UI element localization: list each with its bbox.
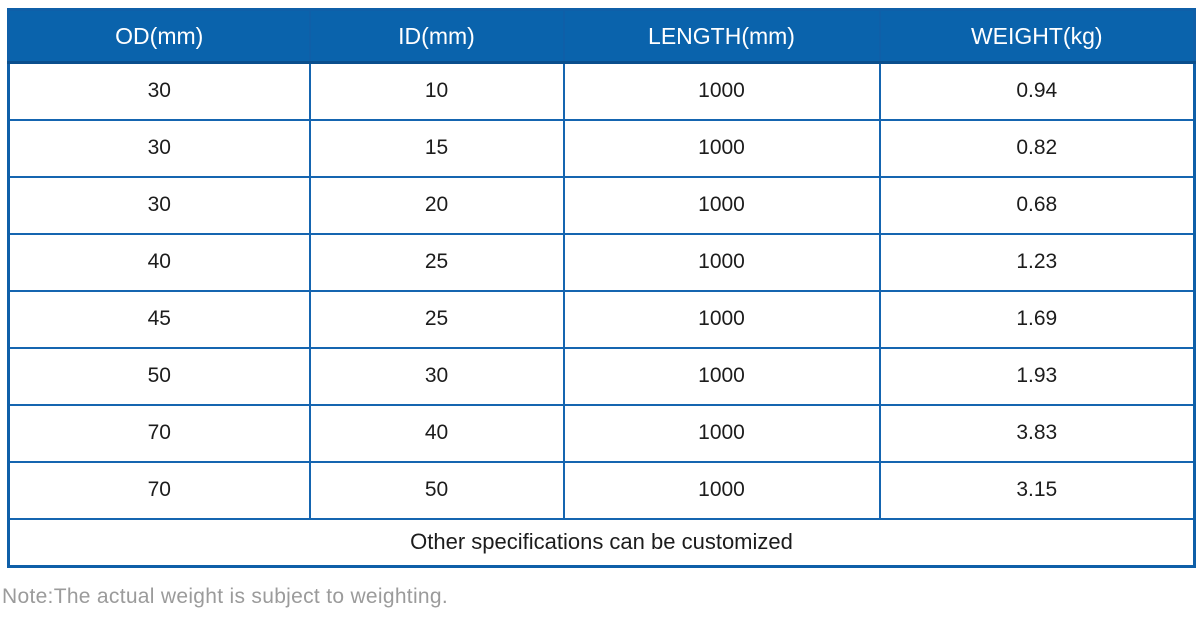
column-header-weight: WEIGHT(kg) bbox=[878, 8, 1196, 64]
table-cell: 40 bbox=[308, 403, 565, 463]
table-footer-row: Other specifications can be customized bbox=[7, 517, 1196, 568]
table-cell: 40 bbox=[7, 232, 311, 292]
weight-disclaimer-note: Note:The actual weight is subject to wei… bbox=[2, 585, 449, 608]
table-cell: 1.69 bbox=[878, 289, 1196, 349]
table-cell: 1000 bbox=[562, 460, 881, 520]
table-cell: 25 bbox=[308, 232, 565, 292]
table-cell: 0.68 bbox=[878, 175, 1196, 235]
table-cell: 1.23 bbox=[878, 232, 1196, 292]
table-cell: 15 bbox=[308, 118, 565, 178]
table-cell: 1.93 bbox=[878, 346, 1196, 406]
table-cell: 3.83 bbox=[878, 403, 1196, 463]
table-cell: 50 bbox=[7, 346, 311, 406]
table-cell: 1000 bbox=[562, 118, 881, 178]
table-cell: 30 bbox=[7, 61, 311, 121]
table-cell: 1000 bbox=[562, 232, 881, 292]
table-cell: 0.94 bbox=[878, 61, 1196, 121]
column-header-id: ID(mm) bbox=[308, 8, 565, 64]
table-cell: 0.82 bbox=[878, 118, 1196, 178]
table-cell: 10 bbox=[308, 61, 565, 121]
table-cell: 1000 bbox=[562, 289, 881, 349]
table-cell: 1000 bbox=[562, 175, 881, 235]
table-cell: 70 bbox=[7, 403, 311, 463]
table-row: 40 25 1000 1.23 bbox=[7, 232, 1196, 292]
table-row: 30 20 1000 0.68 bbox=[7, 175, 1196, 235]
table-cell: 1000 bbox=[562, 403, 881, 463]
table-cell: 70 bbox=[7, 460, 311, 520]
table-row: 50 30 1000 1.93 bbox=[7, 346, 1196, 406]
table-cell: 30 bbox=[308, 346, 565, 406]
table-cell: 50 bbox=[308, 460, 565, 520]
column-header-od: OD(mm) bbox=[7, 8, 311, 64]
column-header-length: LENGTH(mm) bbox=[562, 8, 881, 64]
table-row: 30 15 1000 0.82 bbox=[7, 118, 1196, 178]
table-cell: 45 bbox=[7, 289, 311, 349]
table-row: 30 10 1000 0.94 bbox=[7, 61, 1196, 121]
header-row: OD(mm) ID(mm) LENGTH(mm) WEIGHT(kg) bbox=[7, 8, 1196, 64]
table-cell: 1000 bbox=[562, 346, 881, 406]
table-cell: 30 bbox=[7, 118, 311, 178]
table-row: 70 40 1000 3.83 bbox=[7, 403, 1196, 463]
specification-table: OD(mm) ID(mm) LENGTH(mm) WEIGHT(kg) 30 1… bbox=[7, 8, 1196, 568]
table-row: 70 50 1000 3.15 bbox=[7, 460, 1196, 520]
table-cell: 1000 bbox=[562, 61, 881, 121]
customization-note-cell: Other specifications can be customized bbox=[7, 517, 1196, 568]
table-cell: 30 bbox=[7, 175, 311, 235]
table-row: 45 25 1000 1.69 bbox=[7, 289, 1196, 349]
table-cell: 25 bbox=[308, 289, 565, 349]
table-cell: 20 bbox=[308, 175, 565, 235]
table-cell: 3.15 bbox=[878, 460, 1196, 520]
